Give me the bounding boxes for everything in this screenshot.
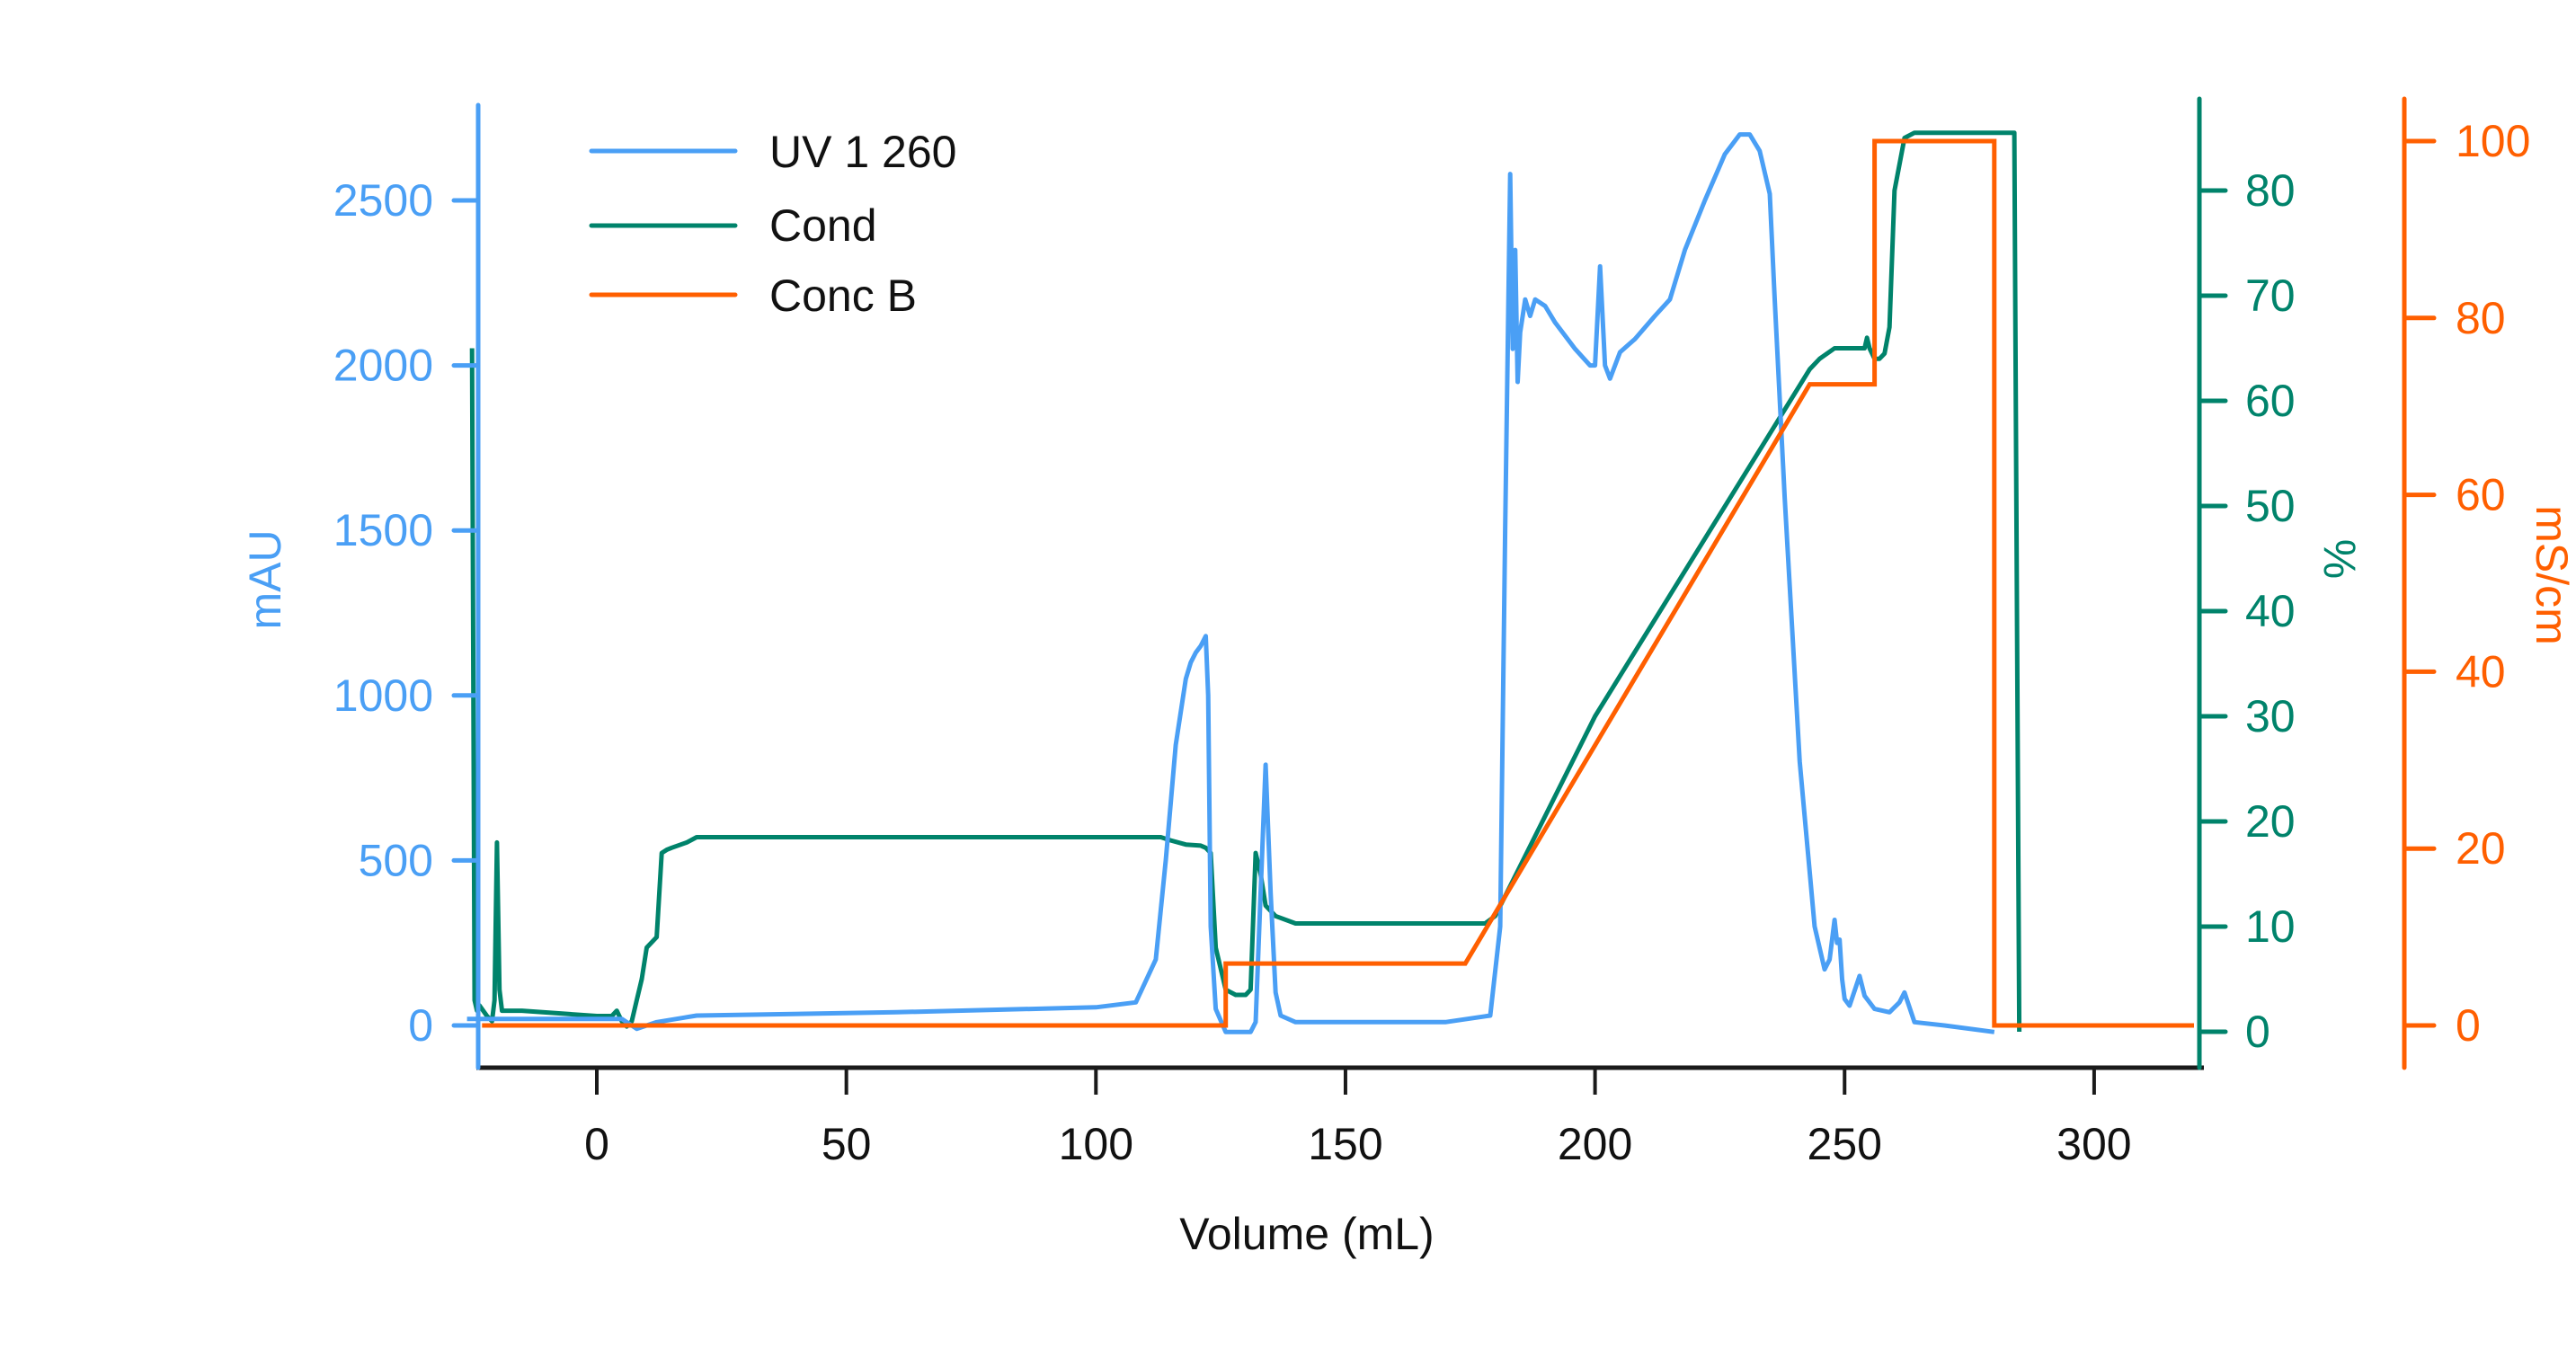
- y-right1-tick-label: 30: [2245, 691, 2296, 741]
- legend-label-concb: Conc B: [769, 271, 917, 321]
- y-right1-tick-label: 10: [2245, 901, 2296, 952]
- y-axis-right-conductivity: 0 20 40 60 80 100 mS/cm: [2402, 96, 2576, 1070]
- x-tick-label: 200: [1558, 1119, 1632, 1169]
- y-left-tick-label: 1500: [333, 505, 433, 555]
- y-axis-right-conductivity-title: mS/cm: [2527, 505, 2576, 645]
- x-axis-title: Volume (mL): [1179, 1209, 1434, 1259]
- y-right2-tick-label: 100: [2456, 116, 2530, 166]
- y-right2-tick-label: 0: [2456, 1000, 2481, 1051]
- y-axis-right-percent: 0 10 20 30 40 50 60 70 80 %: [2197, 96, 2365, 1070]
- y-left-tick-label: 0: [408, 1000, 433, 1051]
- y-right2-tick-label: 80: [2456, 293, 2506, 343]
- y-right1-tick-label: 60: [2245, 376, 2296, 426]
- y-right1-tick-label: 50: [2245, 481, 2296, 531]
- y-left-tick-label: 1000: [333, 670, 433, 721]
- y-left-tick-label: 2500: [333, 175, 433, 226]
- legend-label-uv: UV 1 260: [769, 127, 956, 177]
- y-left-tick-label: 500: [359, 835, 433, 885]
- legend-label-cond: Cond: [769, 200, 877, 251]
- y-right1-tick-label: 40: [2245, 586, 2296, 636]
- x-tick-label: 0: [584, 1119, 609, 1169]
- series-uv-line: [466, 132, 1995, 1034]
- y-right2-tick-label: 20: [2456, 823, 2506, 874]
- y-axis-left-title: mAU: [240, 529, 290, 629]
- y-right1-tick-label: 80: [2245, 165, 2296, 216]
- x-tick-label: 150: [1308, 1119, 1382, 1169]
- legend-item-concb: Conc B: [589, 271, 917, 321]
- y-left-tick-label: 2000: [333, 341, 433, 391]
- series-cond-line: [469, 130, 2022, 1033]
- x-tick-label: 250: [1808, 1119, 1882, 1169]
- y-right2-tick-label: 40: [2456, 646, 2506, 697]
- x-tick-label: 50: [822, 1119, 872, 1169]
- y-right1-tick-label: 20: [2245, 796, 2296, 847]
- x-tick-label: 300: [2056, 1119, 2131, 1169]
- y-axis-right-percent-title: %: [2314, 539, 2365, 579]
- legend-item-uv: UV 1 260: [589, 127, 956, 177]
- legend: UV 1 260 Cond Conc B: [589, 127, 956, 321]
- legend-item-cond: Cond: [589, 200, 877, 251]
- plot-area: [466, 130, 2194, 1034]
- y-right1-tick-label: 70: [2245, 271, 2296, 321]
- y-right2-tick-label: 60: [2456, 470, 2506, 520]
- x-tick-label: 100: [1059, 1119, 1133, 1169]
- y-axis-left: 0 500 1000 1500 2000 2500 mAU: [240, 102, 481, 1070]
- series-concb-line: [482, 138, 2194, 1028]
- x-axis: 0 50 100 150 200 250 300 Volume (mL): [476, 1065, 2204, 1259]
- y-right1-tick-label: 0: [2245, 1007, 2270, 1057]
